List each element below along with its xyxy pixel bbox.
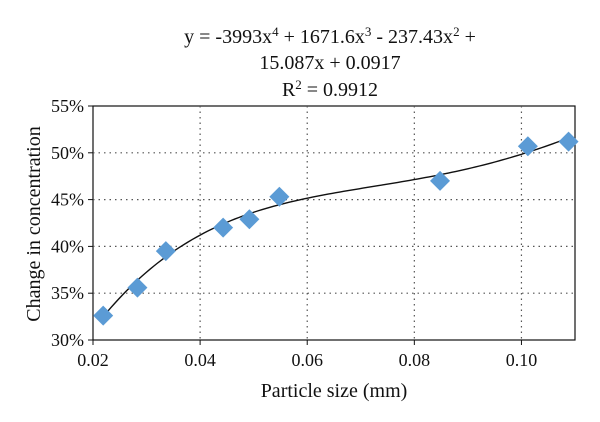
data-point-8 <box>517 136 538 157</box>
data-point-7 <box>430 170 451 191</box>
r-squared-label: R2 = 0.9912 <box>282 77 378 102</box>
trendline <box>102 137 569 318</box>
y-tick-label: 40% <box>51 236 84 256</box>
y-tick-label: 50% <box>51 143 84 163</box>
y-tick-label: 55% <box>51 96 84 116</box>
data-point-9 <box>558 131 579 152</box>
x-tick-label: 0.10 <box>506 350 538 370</box>
y-tick-label: 35% <box>51 283 84 303</box>
data-point-5 <box>239 209 260 230</box>
data-point-2 <box>127 277 148 298</box>
plot-area <box>92 105 576 341</box>
data-point-3 <box>155 241 176 262</box>
x-tick-label: 0.04 <box>184 350 216 370</box>
data-point-4 <box>213 217 234 238</box>
tick-labels: 0.02 0.04 0.06 0.08 0.10 30% 35% 40% 45% 50% 55% <box>51 96 537 370</box>
x-tick-label: 0.06 <box>291 350 323 370</box>
y-tick-label: 30% <box>51 330 84 350</box>
y-axis-title: Change in concentration <box>23 126 45 322</box>
trendline-equation-line-1: y = -3993x4 + 1671.6x3 - 237.43x2 + <box>184 24 476 49</box>
data-points <box>93 131 579 326</box>
x-tick-label: 0.08 <box>399 350 431 370</box>
data-point-1 <box>93 305 114 326</box>
x-tick-label: 0.02 <box>77 350 109 370</box>
y-tick-label: 45% <box>51 190 84 210</box>
x-axis-title: Particle size (mm) <box>261 380 408 402</box>
data-point-6 <box>269 186 290 207</box>
trendline-equation-line-2: 15.087x + 0.0917 <box>259 52 400 74</box>
